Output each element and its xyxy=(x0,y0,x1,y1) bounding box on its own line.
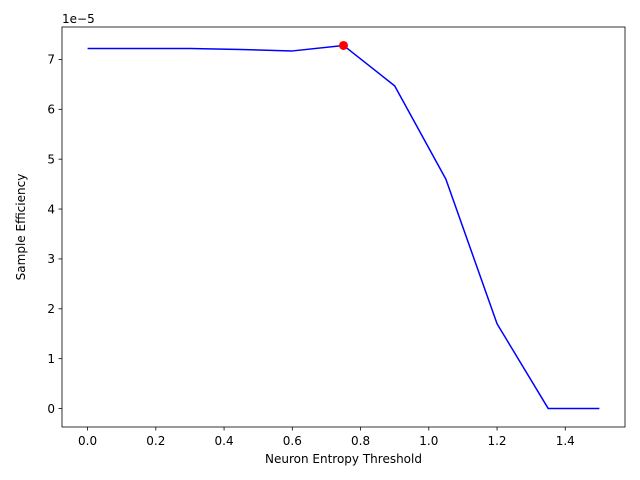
y-tick-label: 3 xyxy=(47,252,55,266)
y-tick-label: 1 xyxy=(47,352,55,366)
y-axis-label: Sample Efficiency xyxy=(14,174,28,281)
y-tick-label: 7 xyxy=(47,53,55,67)
series-layer xyxy=(87,40,600,410)
x-tick-label: 0.6 xyxy=(283,434,302,448)
y-tick-label: 6 xyxy=(47,103,55,117)
x-tick-label: 0.0 xyxy=(78,434,97,448)
x-tick-label: 0.2 xyxy=(146,434,165,448)
ticks-layer: 0.0 0.2 0.4 0.6 0.8 1.0 1.2 1.4 0 1 2 3 4 5 6 7 xyxy=(47,53,574,448)
y-tick-label: 0 xyxy=(47,402,55,416)
x-tick-label: 1.0 xyxy=(419,434,438,448)
highlight-point xyxy=(339,40,348,50)
y-tick-label: 4 xyxy=(47,202,55,216)
x-tick-label: 0.4 xyxy=(215,434,234,448)
y-tick-label: 2 xyxy=(47,302,55,316)
x-tick-label: 0.8 xyxy=(351,434,370,448)
x-tick-label: 1.4 xyxy=(556,434,575,448)
plot-frame xyxy=(61,26,626,428)
plot-area xyxy=(62,27,625,427)
x-tick-label: 1.2 xyxy=(487,434,506,448)
x-axis-label: Neuron Entropy Threshold xyxy=(265,452,422,466)
y-tick-label: 5 xyxy=(47,152,55,166)
y-offset-text: 1e−5 xyxy=(62,12,95,26)
